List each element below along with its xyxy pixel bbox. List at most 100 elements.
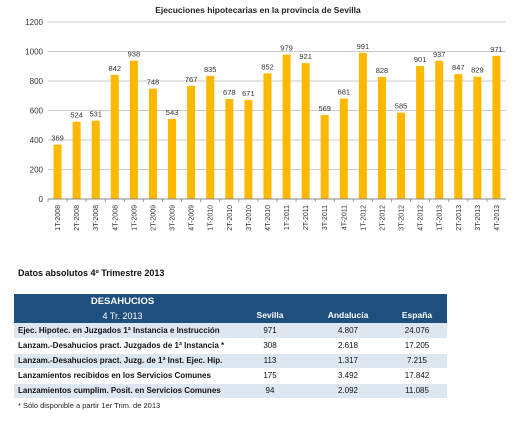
bar-value-labels: 369 524 531 842 938 748 543 767 835 678 671 852 979 9… <box>51 42 502 143</box>
bar <box>435 60 444 200</box>
table-row: Lanzamientos cumplim. Posit. en Servicio… <box>14 383 447 399</box>
x-tick-label: 3T-2012 <box>399 205 406 231</box>
row-label: Lanzamientos recibidos en los Servicios … <box>14 368 231 384</box>
x-tick-label: 3T-2009 <box>170 205 177 231</box>
x-tick-label: 3T-2013 <box>475 205 482 231</box>
table-cell: 11.085 <box>387 383 447 399</box>
y-axis-ticks: 0 200 400 600 800 1000 1200 <box>25 18 43 204</box>
bar <box>53 144 62 199</box>
bar-value-label: 901 <box>414 55 427 64</box>
table-cell: 17.842 <box>387 368 447 384</box>
table-cell: 175 <box>231 368 309 384</box>
x-tick-label: 1T-2011 <box>284 205 291 230</box>
bar-value-label: 369 <box>51 134 64 143</box>
y-tick-label: 200 <box>30 166 44 175</box>
table-cell: 113 <box>231 353 309 369</box>
y-tick-label: 600 <box>30 107 44 116</box>
x-tick-label: 4T-2013 <box>494 205 501 231</box>
bar <box>358 52 367 199</box>
x-tick-label: 1T-2010 <box>208 205 215 231</box>
bar <box>187 85 196 199</box>
table-cell: 7.215 <box>387 353 447 369</box>
bar <box>492 55 501 200</box>
bar-value-label: 531 <box>89 110 102 119</box>
y-tick-label: 800 <box>30 77 44 86</box>
x-tick-label: 3T-2011 <box>322 205 329 230</box>
x-tick-label: 3T-2008 <box>93 205 100 231</box>
table-cell: 971 <box>231 323 309 339</box>
x-tick-label: 1T-2008 <box>55 205 62 231</box>
x-tick-label: 4T-2012 <box>418 205 425 231</box>
x-tick-label: 1T-2012 <box>360 205 367 231</box>
bar <box>339 98 348 199</box>
row-label: Lanzam.-Desahucios pract. Juzgados de 1ª… <box>14 338 231 354</box>
y-tick-label: 1000 <box>25 48 43 57</box>
table-cell: 3.492 <box>309 368 387 384</box>
x-tick-label: 2T-2013 <box>456 205 463 231</box>
table-subtitle: 4 Tr. 2013 <box>14 309 231 323</box>
x-tick-label: 2T-2010 <box>227 205 234 231</box>
bar-value-label: 971 <box>490 45 503 54</box>
gridlines <box>48 21 506 200</box>
desahucios-table: DESAHUCIOS Sevilla Andalucía España 4 Tr… <box>14 294 447 399</box>
x-tick-label: 2T-2009 <box>150 205 157 231</box>
x-tick-label: 4T-2009 <box>189 205 196 231</box>
x-tick-label: 2T-2011 <box>303 205 310 230</box>
bar <box>301 63 310 200</box>
bar-value-label: 828 <box>376 66 389 75</box>
bar-value-label: 524 <box>70 111 83 120</box>
column-header-espana: España <box>387 294 447 323</box>
table-cell: 2.092 <box>309 383 387 399</box>
bar <box>416 66 425 199</box>
bar-value-label: 842 <box>109 64 122 73</box>
table-cell: 17.205 <box>387 338 447 354</box>
bar <box>397 112 406 199</box>
y-tick-label: 0 <box>39 195 44 204</box>
bar-value-label: 681 <box>338 88 351 97</box>
bar <box>320 115 329 199</box>
x-tick-label: 2T-2008 <box>74 205 81 231</box>
bar-value-label: 543 <box>166 108 179 117</box>
bar <box>244 100 253 199</box>
footnote: * Sólo disponible a partir 1er Trim. de … <box>18 401 161 410</box>
bar-value-label: 938 <box>128 50 141 59</box>
table-title: DESAHUCIOS <box>14 294 231 309</box>
bar <box>91 120 100 199</box>
bar <box>129 60 138 199</box>
table-row: Lanzam.-Desahucios pract. Juzg. de 1ª In… <box>14 353 447 369</box>
x-tick-label: 4T-2011 <box>341 205 348 230</box>
bar-value-label: 767 <box>185 75 198 84</box>
bar <box>206 75 215 199</box>
bar <box>168 118 177 199</box>
bar-value-label: 979 <box>280 44 293 53</box>
table-row: Lanzam.-Desahucios pract. Juzgados de 1ª… <box>14 338 447 354</box>
row-label: Lanzamientos cumplim. Posit. en Servicio… <box>14 383 231 399</box>
row-label: Ejec. Hipotec. en Juzgados 1ª Instancia … <box>14 323 231 339</box>
bar-value-label: 835 <box>204 65 217 74</box>
bar <box>110 74 119 199</box>
column-header-andalucia: Andalucía <box>309 294 387 323</box>
bar-value-label: 569 <box>318 104 331 113</box>
bar-value-label: 937 <box>433 50 446 59</box>
y-tick-label: 1200 <box>25 18 43 27</box>
bar-value-label: 829 <box>471 66 484 75</box>
bar <box>225 98 234 199</box>
bar <box>263 73 272 199</box>
bar <box>148 88 157 199</box>
bar <box>282 54 291 199</box>
bar-value-label: 991 <box>357 42 370 51</box>
table-cell: 94 <box>231 383 309 399</box>
section-title: Datos absolutos 4º Trimestre 2013 <box>18 268 165 278</box>
table-cell: 1.317 <box>309 353 387 369</box>
bar-chart: Ejecuciones hipotecarias en la provincia… <box>25 5 506 231</box>
bar-value-label: 585 <box>395 102 408 111</box>
bar-value-label: 921 <box>299 52 312 61</box>
table-cell: 308 <box>231 338 309 354</box>
bar <box>377 76 386 199</box>
table-cell: 2.618 <box>309 338 387 354</box>
x-tick-label: 4T-2010 <box>265 205 272 231</box>
bars <box>53 52 501 200</box>
x-tick-label: 1T-2009 <box>131 205 138 231</box>
x-tick-label: 4T-2008 <box>112 205 119 231</box>
bar <box>473 76 482 199</box>
